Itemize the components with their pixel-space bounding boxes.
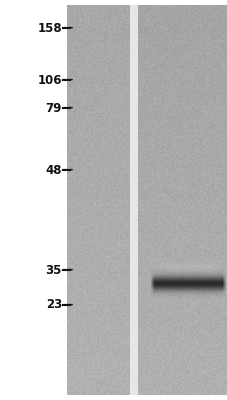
Text: 158: 158 [37,22,62,34]
Text: 23: 23 [46,298,62,312]
Text: 106: 106 [37,74,62,86]
Text: —: — [63,165,73,175]
Text: —: — [63,75,73,85]
Text: 35: 35 [45,264,62,276]
Text: —: — [63,103,73,113]
Text: 79: 79 [45,102,62,114]
Text: —: — [63,23,73,33]
Text: —: — [63,300,73,310]
Text: 48: 48 [45,164,62,176]
Text: —: — [63,265,73,275]
